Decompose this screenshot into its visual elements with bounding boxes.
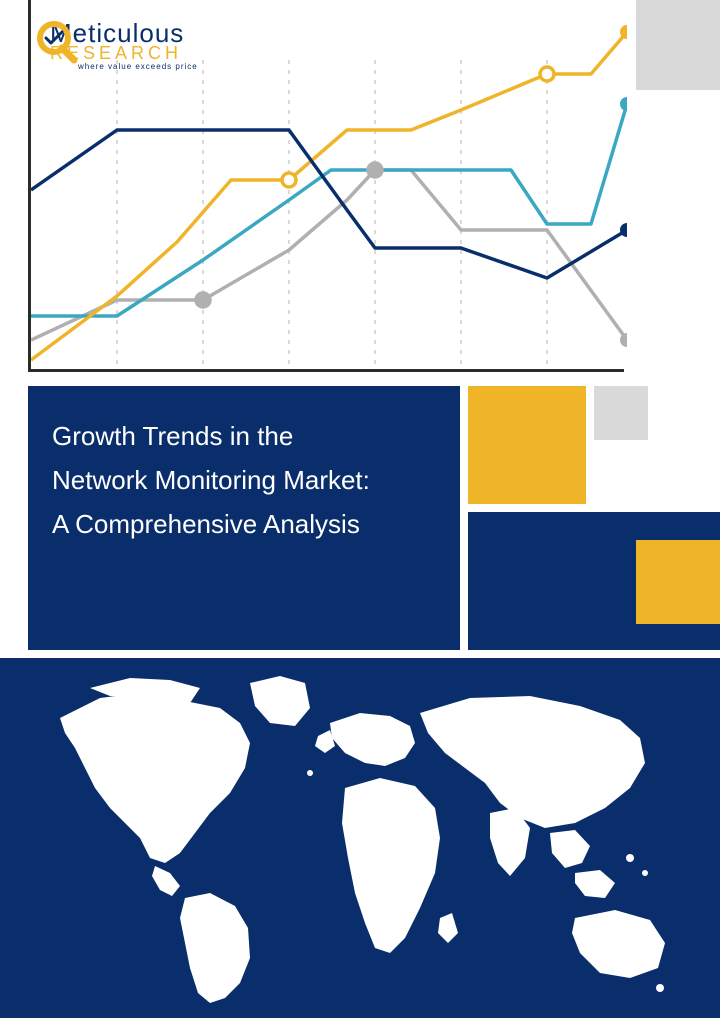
world-map — [0, 658, 720, 1018]
decor-gray-block-top — [636, 0, 720, 90]
title-line-1: Growth Trends in the — [52, 414, 436, 458]
logo-sub-text: RESEARCH — [50, 43, 250, 64]
decor-yellow-square-2 — [636, 540, 720, 624]
decor-gray-square — [594, 386, 648, 440]
logo-mark-icon — [34, 20, 78, 64]
title-line-3: A Comprehensive Analysis — [52, 502, 436, 546]
logo-tagline: where value exceeds price — [78, 62, 250, 71]
title-panel: Growth Trends in the Network Monitoring … — [28, 386, 460, 650]
title-line-2: Network Monitoring Market: — [52, 458, 436, 502]
world-map-panel — [0, 658, 720, 1018]
page-container: Meticulous RESEARCH where value exceeds … — [0, 0, 720, 1018]
decor-yellow-square-1 — [468, 386, 586, 504]
logo: Meticulous RESEARCH where value exceeds … — [50, 18, 250, 88]
